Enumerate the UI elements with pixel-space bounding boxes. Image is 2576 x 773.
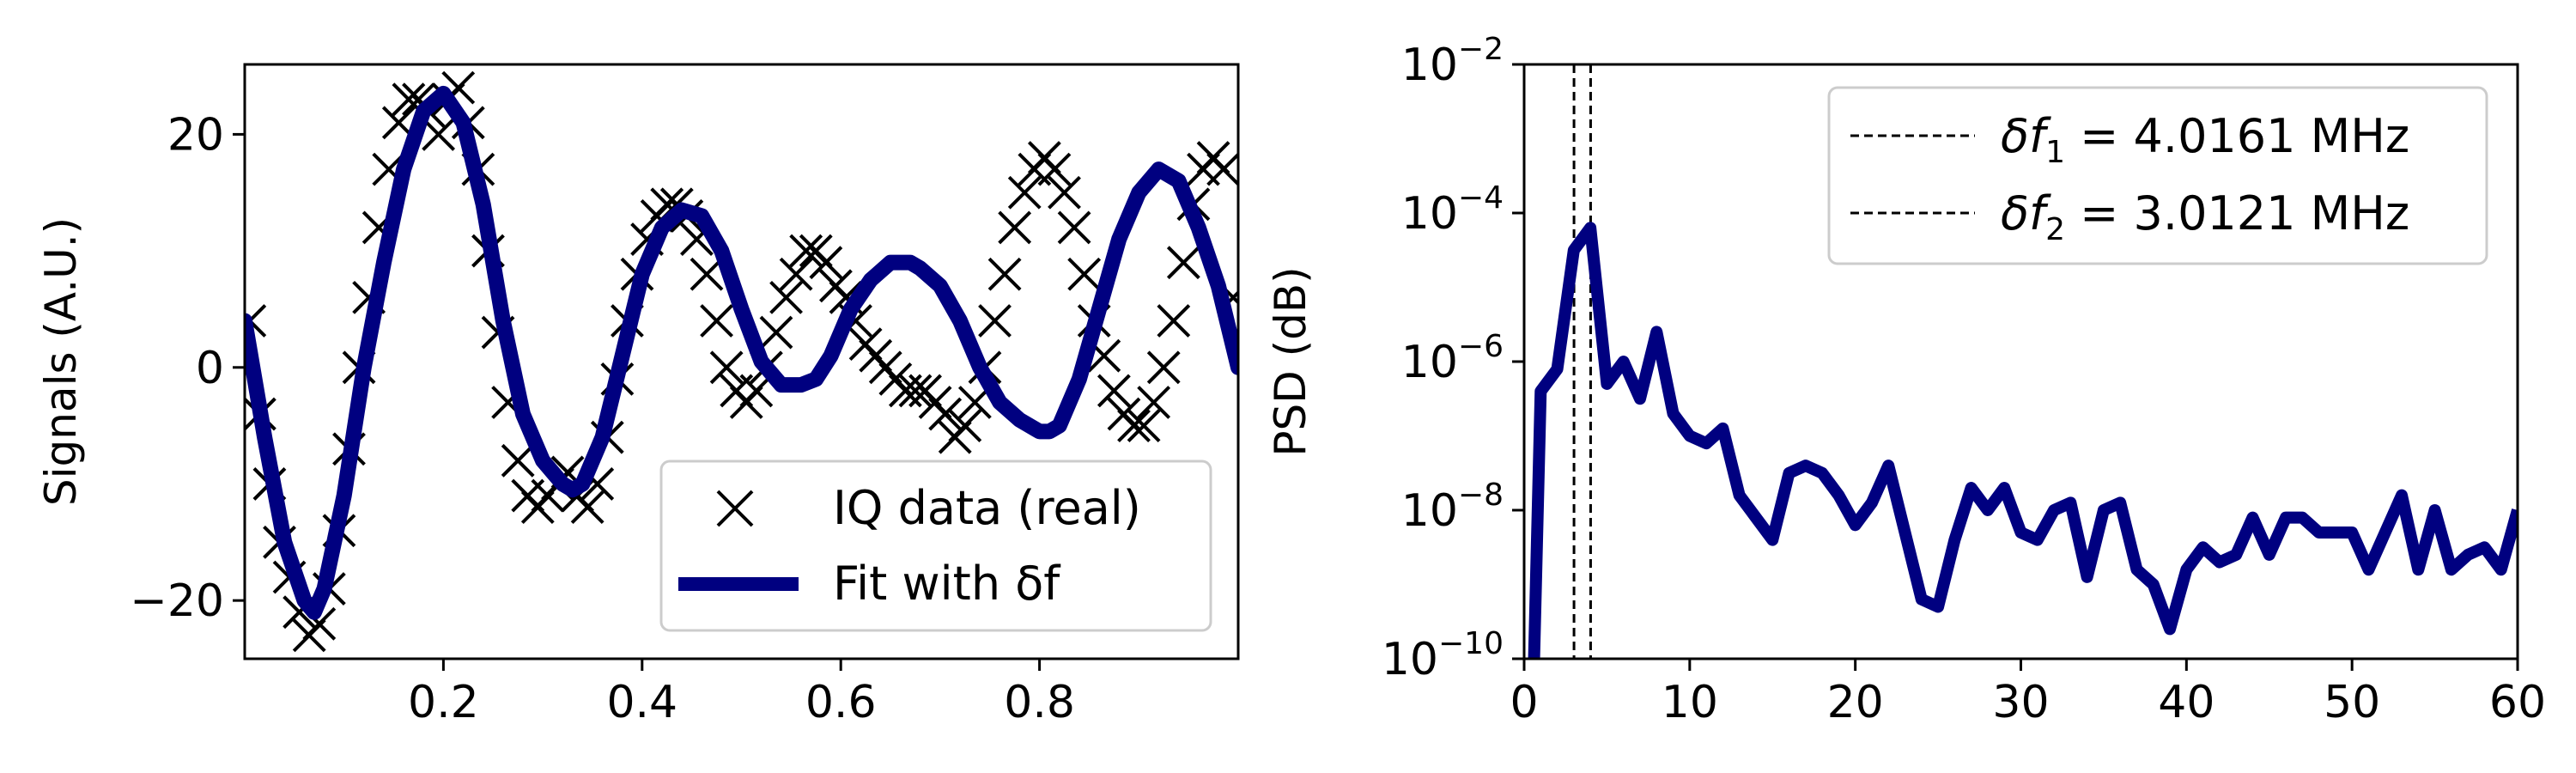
right-plot-area — [1528, 64, 2518, 659]
right-x-tick-label: 60 — [2489, 677, 2546, 728]
iq-data-point — [809, 246, 843, 280]
left-legend: IQ data (real) Fit with δf — [659, 460, 1212, 632]
right-ticks: 0 10 20 30 40 50 60 10−10 10−8 10−6 10−4 10−2 — [1382, 32, 2546, 728]
right-y-tick-label: 10−4 — [1401, 180, 1504, 240]
iq-data-point — [570, 490, 605, 525]
iq-data-point — [1057, 210, 1091, 245]
right-legend: δf1 = 4.0161 MHz δf2 = 3.0121 MHz — [1827, 86, 2488, 265]
iq-data-point — [898, 374, 933, 408]
iq-data-point — [1007, 175, 1042, 210]
legend-entry-delta-f1: δf1 = 4.0161 MHz — [2001, 109, 2409, 170]
iq-data-point — [1067, 257, 1102, 291]
iq-data-point — [1117, 409, 1151, 443]
fit-series-line — [245, 85, 1238, 620]
iq-data-point — [1127, 409, 1161, 443]
iq-data-point — [789, 234, 823, 268]
iq-data-point — [739, 374, 774, 408]
right-y-axis-label: PSD (dB) — [1266, 266, 1315, 456]
right-y-tick-label: 10−8 — [1401, 478, 1504, 537]
left-y-axis-label: Signals (A.U.) — [36, 217, 86, 506]
left-y-tick-label: 20 — [167, 109, 224, 161]
right-x-tick-label: 30 — [1992, 677, 2049, 728]
left-x-tick-label: 0.8 — [1004, 677, 1075, 728]
left-y-tick-label: −20 — [130, 575, 224, 627]
iq-data-point — [759, 315, 793, 350]
iq-data-point — [501, 443, 535, 478]
iq-data-point — [998, 210, 1032, 245]
left-panel: 0.2 0.4 0.6 0.8 −20 0 20 Signals (A.U.) IQ dat… — [36, 63, 1240, 728]
left-x-tick-label: 0.4 — [606, 677, 677, 728]
iq-data-point — [690, 257, 724, 291]
iq-data-point — [422, 117, 456, 151]
iq-data-point — [769, 280, 803, 314]
iq-data-point — [1146, 350, 1181, 385]
iq-data-point — [1097, 374, 1131, 408]
iq-data-point — [1037, 152, 1072, 186]
right-x-tick-label: 20 — [1827, 677, 1884, 728]
iq-data-point — [928, 397, 963, 431]
right-x-tick-label: 40 — [2158, 677, 2215, 728]
iq-data-point — [779, 257, 813, 291]
iq-data-point — [948, 409, 982, 443]
left-axes-frame — [243, 63, 1240, 660]
iq-data-point — [1048, 175, 1081, 210]
right-x-tick-label: 10 — [1662, 677, 1718, 728]
iq-data-point — [1166, 246, 1200, 280]
iq-data-point — [987, 257, 1022, 291]
legend-x-marker-icon — [716, 490, 754, 527]
iq-data-point — [1157, 304, 1191, 338]
right-y-tick-label: 10−2 — [1401, 32, 1504, 91]
right-legend-box — [1827, 86, 2488, 265]
right-panel: 0 10 20 30 40 50 60 10−10 10−8 10−6 10−4 10−2 PSD (… — [1266, 32, 2546, 728]
left-plot-area — [245, 70, 1238, 653]
iq-data-point — [978, 304, 1012, 338]
right-x-tick-label: 50 — [2324, 677, 2380, 728]
iq-data-point — [709, 350, 744, 385]
iq-data-point — [1206, 152, 1238, 186]
left-x-tick-label: 0.6 — [805, 677, 877, 728]
iq-data-point — [1137, 386, 1171, 419]
legend-entry-fit: Fit with δf — [833, 557, 1061, 611]
left-ticks: 0.2 0.4 0.6 0.8 −20 0 20 — [130, 109, 1075, 728]
left-x-tick-label: 0.2 — [408, 677, 479, 728]
left-y-tick-label: 0 — [196, 343, 224, 394]
right-y-tick-label: 10−6 — [1401, 329, 1504, 388]
legend-entry-delta-f2: δf2 = 3.0121 MHz — [2001, 186, 2409, 247]
right-x-tick-label: 0 — [1510, 677, 1538, 728]
psd-series-line — [1528, 222, 2518, 659]
iq-data-point — [700, 304, 733, 338]
right-y-tick-label: 10−10 — [1382, 626, 1504, 685]
legend-entry-iq-data: IQ data (real) — [833, 481, 1141, 535]
